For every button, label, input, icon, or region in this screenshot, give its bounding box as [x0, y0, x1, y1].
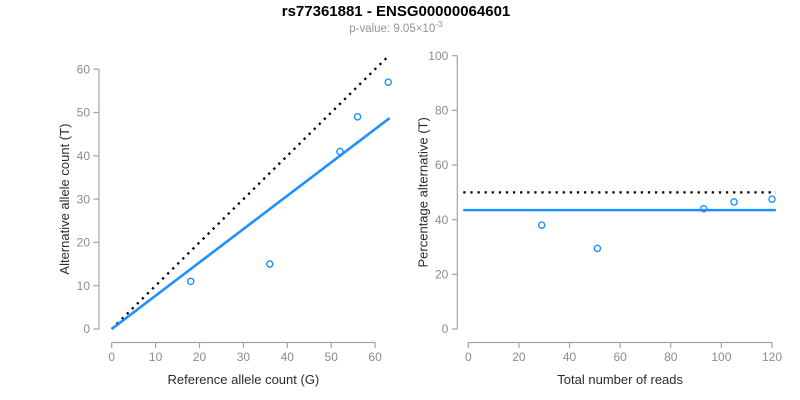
- x-tick-label: 50: [325, 350, 339, 364]
- x-tick-label: 120: [762, 350, 782, 364]
- y-tick-label: 30: [77, 192, 91, 206]
- panel-allele-counts: 0 10 20 30 40 50 60 0 10 20 30 40 50 60 Reference alle…: [57, 54, 393, 387]
- y-tick-label: 40: [77, 149, 91, 163]
- y-tick-label: 0: [442, 322, 449, 336]
- y-tick-label: 80: [435, 104, 449, 118]
- y-tick-label: 100: [428, 49, 448, 63]
- data-point: [336, 147, 344, 156]
- x-axis-title: Reference allele count (G): [168, 372, 320, 387]
- data-point: [353, 113, 362, 121]
- data-point: [537, 221, 546, 229]
- x-tick-label: 100: [711, 350, 731, 364]
- x-tick-label: 40: [281, 350, 295, 364]
- y-tick-label: 40: [435, 213, 449, 227]
- x-axis-title: Total number of reads: [557, 372, 683, 387]
- y-axis-title: Percentage alternative (T): [415, 117, 430, 267]
- x-tick-label: 80: [664, 350, 678, 364]
- data-point: [384, 78, 393, 86]
- x-tick-label: 40: [563, 350, 577, 364]
- y-tick-label: 20: [77, 236, 91, 250]
- x-tick-label: 20: [193, 350, 207, 364]
- x-tick-label: 0: [108, 350, 115, 364]
- x-tick-label: 30: [237, 350, 251, 364]
- x-tick-label: 60: [368, 350, 382, 364]
- y-tick-label: 10: [77, 279, 91, 293]
- x-tick-label: 20: [512, 350, 526, 364]
- plot-subtitle: p-value: 9.05×10-3: [0, 20, 792, 35]
- panel-percentage-alternative: 0 20 40 60 80 100 0 20 40 60 80 100 120 Total number …: [415, 49, 782, 387]
- data-point: [699, 204, 708, 213]
- fit-line: [110, 117, 391, 331]
- y-tick-label: 60: [435, 158, 449, 172]
- identity-line: [110, 54, 390, 330]
- x-tick-label: 60: [613, 350, 627, 364]
- data-point: [593, 244, 602, 253]
- y-tick-label: 60: [77, 62, 91, 76]
- plot-title: rs77361881 - ENSG00000064601: [281, 3, 511, 20]
- y-tick-label: 20: [435, 268, 449, 282]
- y-tick-label: 50: [77, 106, 91, 120]
- x-tick-label: 0: [465, 350, 472, 364]
- data-point: [186, 277, 195, 286]
- p-value-text: p-value: 9.05×10: [349, 23, 436, 35]
- data-point: [768, 195, 776, 203]
- data-point: [265, 260, 274, 268]
- p-value-exponent: -3: [435, 19, 443, 30]
- y-tick-label: 0: [83, 322, 90, 336]
- x-tick-label: 10: [149, 350, 163, 364]
- y-axis-title: Alternative allele count (T): [57, 124, 72, 275]
- data-point: [730, 198, 738, 206]
